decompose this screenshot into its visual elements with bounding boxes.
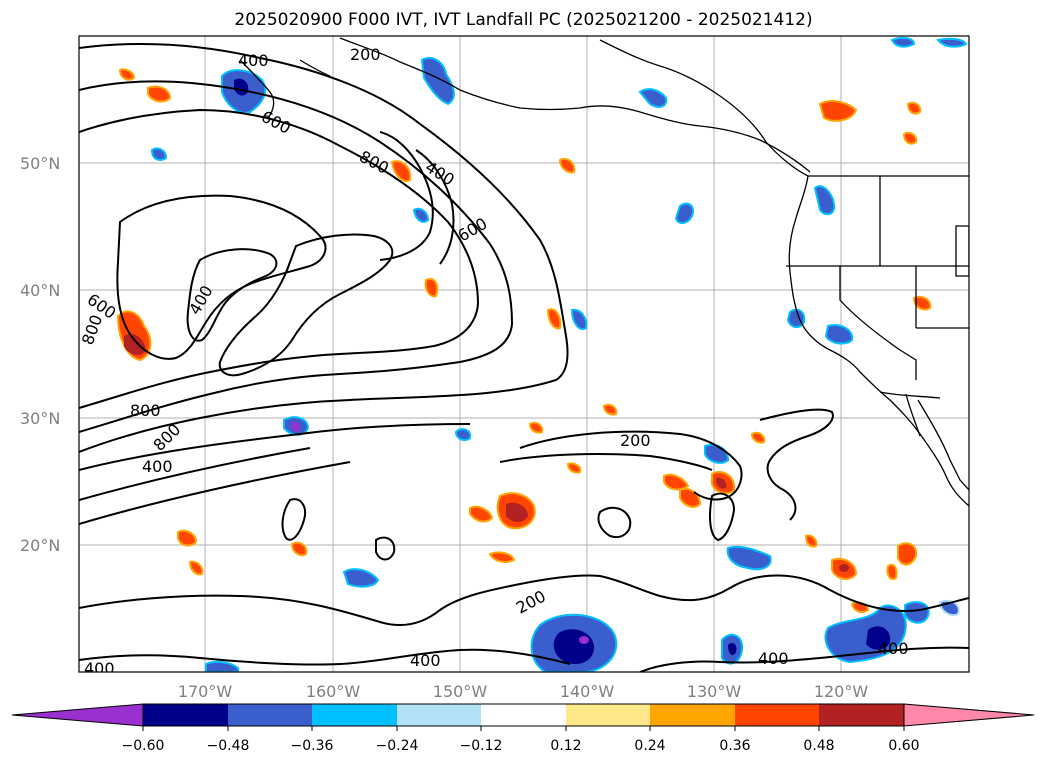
map-area <box>79 36 969 672</box>
lon-label: 140°W <box>560 682 615 701</box>
lon-label: 170°W <box>178 682 233 701</box>
colorbar-segment <box>228 704 312 726</box>
graticule <box>79 36 969 672</box>
colorbar-segment <box>397 704 481 726</box>
ivt-contours <box>79 42 969 672</box>
contour-label: 400 <box>142 457 173 476</box>
colorbar-tick-label: 0.36 <box>719 738 750 754</box>
colorbar-extend-min <box>11 703 144 727</box>
lat-label: 20°N <box>20 536 60 555</box>
lon-label: 120°W <box>814 682 869 701</box>
colorbar-tick-label: 0.60 <box>888 738 919 754</box>
contour-label: 200 <box>350 45 381 64</box>
contour-label: 400 <box>410 651 441 670</box>
lon-label: 150°W <box>433 682 488 701</box>
colorbar-tick-label: −0.36 <box>291 738 334 754</box>
colorbar-frame <box>142 703 905 727</box>
colorbar-segment <box>735 704 819 726</box>
colorbar-tick-label: −0.12 <box>460 738 503 754</box>
colorbar-tick-label: −0.24 <box>376 738 419 754</box>
colorbar-tick-label: 0.24 <box>634 738 665 754</box>
colorbar: −0.60 −0.48 −0.36 −0.24 −0.12 0.12 0.24 … <box>11 703 1035 754</box>
colorbar-segment <box>481 704 566 726</box>
longitude-labels: 170°W 160°W 150°W 140°W 130°W 120°W <box>178 682 869 701</box>
coastlines <box>239 37 969 507</box>
contour-label: 400 <box>84 659 115 678</box>
map-title: 2025020900 F000 IVT, IVT Landfall PC (20… <box>234 10 813 30</box>
colorbar-segment <box>819 704 904 726</box>
colorbar-tick-marks <box>142 726 905 731</box>
lat-label: 30°N <box>20 409 60 428</box>
colorbar-tick-label: 0.48 <box>803 738 834 754</box>
colorbar-segment <box>143 704 228 726</box>
latitude-labels: 50°N 40°N 30°N 20°N <box>20 154 60 555</box>
colorbar-segment <box>566 704 650 726</box>
contour-label: 400 <box>758 649 789 668</box>
colorbar-extend-max <box>903 703 1035 727</box>
colorbar-tick-label: −0.48 <box>207 738 250 754</box>
lon-label: 160°W <box>306 682 361 701</box>
colorbar-tick-label: 0.12 <box>550 738 581 754</box>
pc-fill-blobs <box>116 36 968 672</box>
contour-label: 200 <box>620 431 651 450</box>
lat-label: 40°N <box>20 281 60 300</box>
contour-label: 800 <box>130 401 161 420</box>
colorbar-segment <box>650 704 735 726</box>
contour-label: 400 <box>878 639 909 658</box>
lat-label: 50°N <box>20 154 60 173</box>
colorbar-segment <box>312 704 397 726</box>
contour-label: 400 <box>238 51 269 70</box>
map-frame <box>78 35 970 673</box>
colorbar-tick-label: −0.60 <box>122 738 165 754</box>
lon-label: 130°W <box>687 682 742 701</box>
